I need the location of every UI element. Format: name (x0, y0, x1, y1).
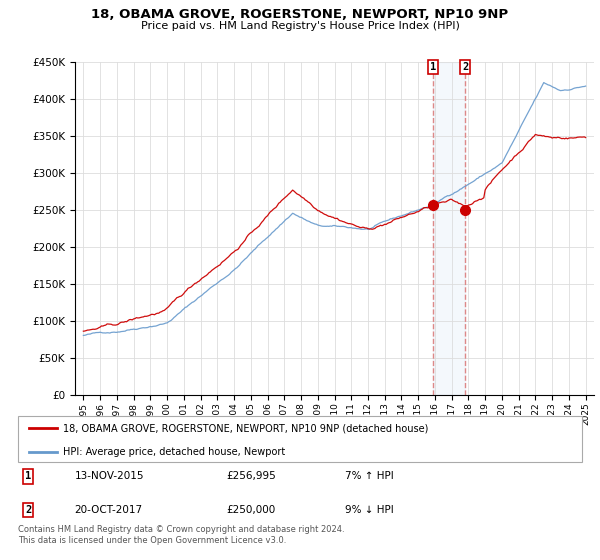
Text: Price paid vs. HM Land Registry's House Price Index (HPI): Price paid vs. HM Land Registry's House … (140, 21, 460, 31)
Text: 7% ↑ HPI: 7% ↑ HPI (345, 472, 394, 482)
Text: Contains HM Land Registry data © Crown copyright and database right 2024.
This d: Contains HM Land Registry data © Crown c… (18, 525, 344, 545)
Text: 9% ↓ HPI: 9% ↓ HPI (345, 505, 394, 515)
Text: £256,995: £256,995 (227, 472, 277, 482)
Text: HPI: Average price, detached house, Newport: HPI: Average price, detached house, Newp… (63, 447, 286, 457)
Text: 2: 2 (462, 62, 468, 72)
Text: 20-OCT-2017: 20-OCT-2017 (74, 505, 143, 515)
Text: 2: 2 (25, 505, 31, 515)
Text: 1: 1 (25, 472, 31, 482)
Text: 1: 1 (430, 62, 436, 72)
Text: 13-NOV-2015: 13-NOV-2015 (74, 472, 144, 482)
Text: £250,000: £250,000 (227, 505, 276, 515)
FancyBboxPatch shape (18, 416, 582, 462)
Text: 18, OBAMA GROVE, ROGERSTONE, NEWPORT, NP10 9NP (detached house): 18, OBAMA GROVE, ROGERSTONE, NEWPORT, NP… (63, 423, 428, 433)
Text: 18, OBAMA GROVE, ROGERSTONE, NEWPORT, NP10 9NP: 18, OBAMA GROVE, ROGERSTONE, NEWPORT, NP… (91, 8, 509, 21)
Bar (433, 62, 465, 395)
